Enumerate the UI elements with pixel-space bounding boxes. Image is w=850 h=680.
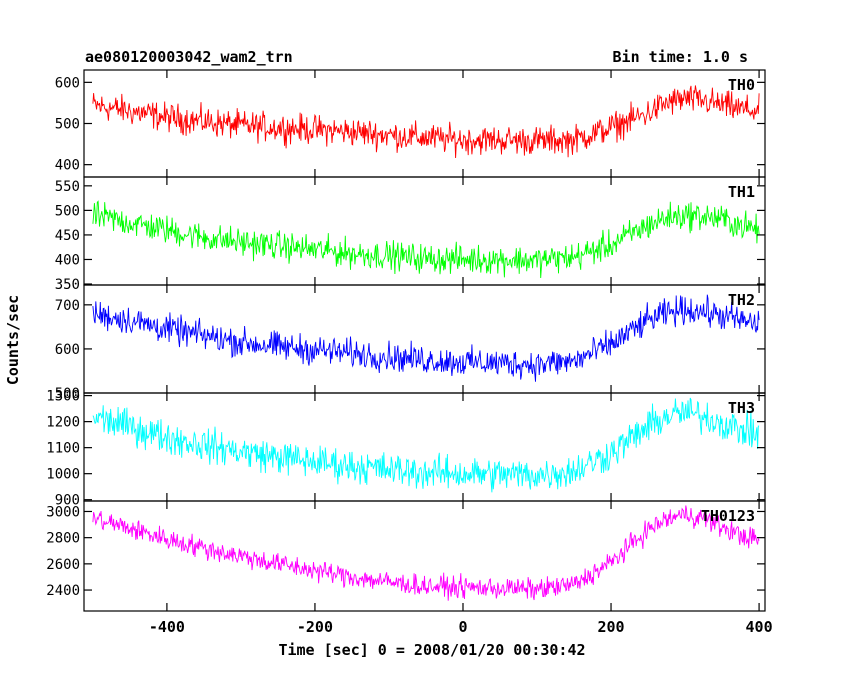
y-tick-label: 500 (55, 386, 80, 402)
y-tick-label: 600 (55, 342, 80, 358)
series-line-th2 (92, 294, 760, 382)
x-tick-label: 400 (746, 618, 773, 636)
panel-th2: 500 600 700 TH2 (55, 284, 766, 402)
x-tick-label: 0 (458, 618, 467, 636)
panel-th0123: 2400 2600 2800 3000 TH0123 (46, 500, 766, 612)
y-tick-label: 2400 (46, 583, 80, 599)
y-tick-label: 2600 (46, 557, 80, 573)
series-line-th3 (92, 397, 760, 493)
y-tick-label: 2800 (46, 531, 80, 547)
y-tick-label: 500 (55, 203, 80, 219)
bin-time-label: Bin time: 1.0 s (613, 48, 748, 66)
panel-frame (83, 500, 766, 612)
panel-th1: 350 400 450 500 550 TH1 (55, 176, 766, 293)
series-label: TH0 (728, 76, 755, 94)
series-label: TH3 (728, 399, 755, 417)
y-tick-label: 350 (55, 277, 80, 293)
y-tick-label: 1200 (46, 415, 80, 431)
panels-group: 400 500 600 TH0 350 400 450 500 550 TH1 500 600 700 T… (46, 69, 766, 612)
series-label: TH1 (728, 183, 755, 201)
y-tick-label: 900 (55, 493, 80, 509)
x-tick-label: -400 (149, 618, 185, 636)
y-tick-label: 1300 (46, 389, 80, 405)
x-tick-label: 200 (597, 618, 624, 636)
series-line-th0123 (92, 505, 760, 601)
y-tick-label: 400 (55, 158, 80, 174)
x-axis-label: Time [sec] 0 = 2008/01/20 00:30:42 (278, 641, 585, 659)
panel-frame (83, 392, 766, 502)
y-tick-label: 600 (55, 75, 80, 91)
y-tick-label: 450 (55, 228, 80, 244)
y-tick-label: 400 (55, 252, 80, 268)
y-tick-label: 1100 (46, 441, 80, 457)
x-axis: -400 -200 0 200 400 (149, 618, 773, 636)
y-tick-label: 550 (55, 179, 80, 195)
panel-th3: 900 1000 1100 1200 1300 TH3 (46, 389, 766, 509)
y-tick-label: 1000 (46, 467, 80, 483)
y-axis-label: Counts/sec (4, 295, 22, 385)
y-tick-label: 500 (55, 117, 80, 133)
y-tick-label: 3000 (46, 504, 80, 520)
chart-title: ae080120003042_wam2_trn (85, 48, 293, 66)
panel-frame (83, 284, 766, 394)
series-line-th0 (92, 85, 760, 159)
panel-frame (83, 176, 766, 286)
x-tick-label: -200 (297, 618, 333, 636)
series-label: TH0123 (701, 507, 755, 525)
series-label: TH2 (728, 291, 755, 309)
y-tick-label: 700 (55, 298, 80, 314)
series-line-th1 (92, 200, 760, 279)
panel-th0: 400 500 600 TH0 (55, 69, 766, 178)
